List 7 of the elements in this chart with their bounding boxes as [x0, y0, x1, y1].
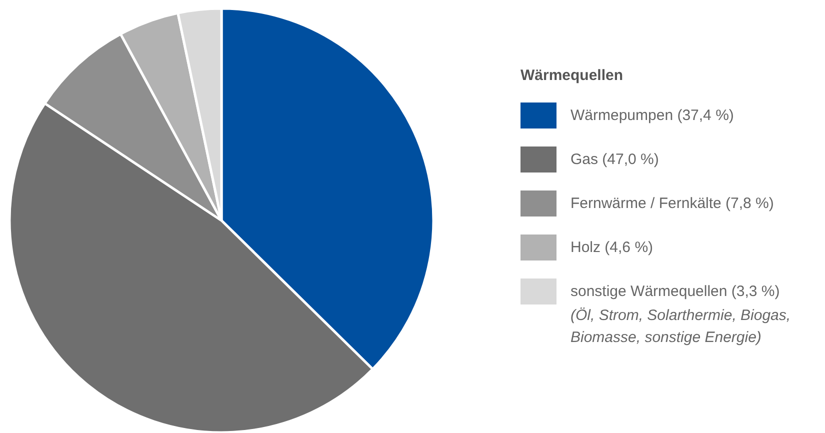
legend-label: Fernwärme / Fernkälte (7,8 %)	[570, 195, 774, 212]
legend-label: Gas (47,0 %)	[570, 151, 659, 168]
text: (Öl, Strom, Solarthermie, Biogas, Biomasse, sonstige Energie)	[570, 307, 791, 346]
legend-label: Wärmepumpen (37,4 %)	[570, 107, 734, 124]
legend-title: Wärmequellen	[520, 67, 624, 84]
legend-label: Holz (4,6 %)	[570, 239, 654, 256]
legend-label: sonstige Wärmequellen (3,3 %)	[570, 283, 780, 300]
